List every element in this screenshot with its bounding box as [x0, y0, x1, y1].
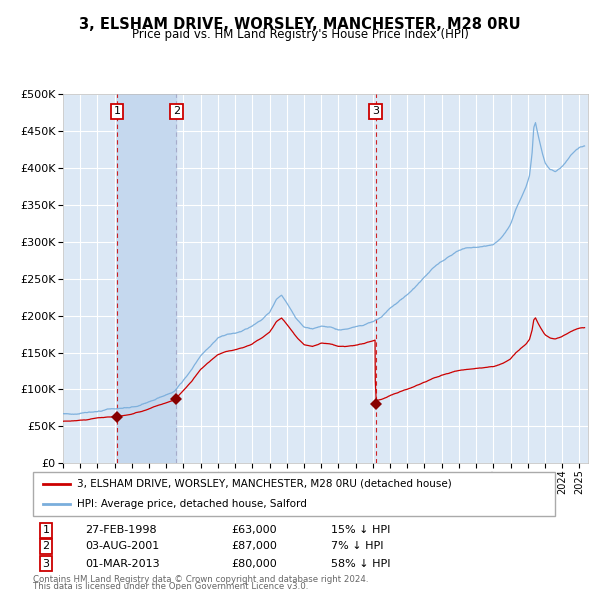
Text: 3, ELSHAM DRIVE, WORSLEY, MANCHESTER, M28 0RU (detached house): 3, ELSHAM DRIVE, WORSLEY, MANCHESTER, M2… [77, 479, 452, 489]
Bar [117, 94, 176, 463]
Text: 58% ↓ HPI: 58% ↓ HPI [331, 559, 390, 569]
Text: 3, ELSHAM DRIVE, WORSLEY, MANCHESTER, M28 0RU: 3, ELSHAM DRIVE, WORSLEY, MANCHESTER, M2… [79, 17, 521, 31]
Text: 1: 1 [43, 525, 50, 535]
Text: 3: 3 [372, 106, 379, 116]
Text: This data is licensed under the Open Government Licence v3.0.: This data is licensed under the Open Gov… [33, 582, 308, 590]
Text: 03-AUG-2001: 03-AUG-2001 [85, 542, 160, 551]
Text: 27-FEB-1998: 27-FEB-1998 [85, 525, 157, 535]
Text: Contains HM Land Registry data © Crown copyright and database right 2024.: Contains HM Land Registry data © Crown c… [33, 575, 368, 584]
Text: 1: 1 [114, 106, 121, 116]
Text: 3: 3 [43, 559, 50, 569]
Text: 2: 2 [173, 106, 180, 116]
Text: 2: 2 [43, 542, 50, 551]
Text: Price paid vs. HM Land Registry's House Price Index (HPI): Price paid vs. HM Land Registry's House … [131, 28, 469, 41]
Text: 01-MAR-2013: 01-MAR-2013 [85, 559, 160, 569]
Text: £63,000: £63,000 [232, 525, 277, 535]
Text: 15% ↓ HPI: 15% ↓ HPI [331, 525, 390, 535]
Text: HPI: Average price, detached house, Salford: HPI: Average price, detached house, Salf… [77, 499, 307, 509]
Text: £87,000: £87,000 [232, 542, 277, 551]
Text: 7% ↓ HPI: 7% ↓ HPI [331, 542, 383, 551]
Text: £80,000: £80,000 [232, 559, 277, 569]
